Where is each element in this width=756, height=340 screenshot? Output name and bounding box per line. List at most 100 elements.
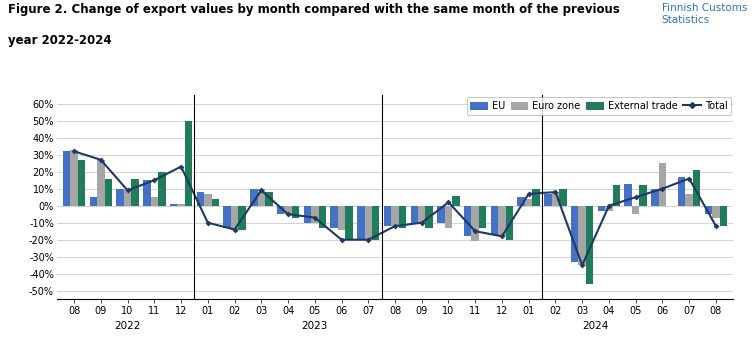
Bar <box>532 189 540 206</box>
Bar <box>678 177 686 206</box>
Bar <box>720 206 727 226</box>
Total <box>417 221 426 225</box>
Bar <box>426 206 433 228</box>
Bar <box>518 197 525 206</box>
Bar <box>712 206 720 218</box>
Total <box>230 227 239 232</box>
Bar <box>63 151 70 206</box>
Bar <box>70 150 78 206</box>
Bar <box>204 194 212 206</box>
Bar <box>223 206 231 228</box>
Total <box>96 158 105 162</box>
Bar <box>338 206 345 230</box>
Bar <box>651 189 658 206</box>
Bar <box>525 199 532 206</box>
Bar <box>311 206 318 223</box>
Bar <box>284 206 292 214</box>
Bar <box>212 199 219 206</box>
Legend: EU, Euro zone, External trade, Total: EU, Euro zone, External trade, Total <box>466 97 731 115</box>
Bar <box>464 206 472 236</box>
Bar <box>686 194 693 206</box>
Line: Total: Total <box>72 149 718 267</box>
Bar <box>578 206 586 265</box>
Bar <box>418 206 426 223</box>
Bar <box>143 180 150 206</box>
Text: year 2022-2024: year 2022-2024 <box>8 34 111 47</box>
Bar <box>372 206 380 240</box>
Text: 2022: 2022 <box>114 321 141 331</box>
Total <box>150 178 159 182</box>
Total <box>551 190 560 194</box>
Total <box>390 224 399 228</box>
Bar <box>250 189 258 206</box>
Bar <box>612 185 620 206</box>
Bar <box>392 206 398 226</box>
Bar <box>116 189 124 206</box>
Total <box>497 234 507 238</box>
Bar <box>586 206 593 284</box>
Bar <box>479 206 486 228</box>
Total <box>284 212 293 216</box>
Bar <box>345 206 353 240</box>
Bar <box>544 194 552 206</box>
Total <box>337 238 346 242</box>
Bar <box>472 206 479 241</box>
Total <box>70 149 79 153</box>
Bar <box>304 206 311 223</box>
Text: 2024: 2024 <box>582 321 609 331</box>
Bar <box>265 192 272 206</box>
Bar <box>124 190 132 206</box>
Bar <box>384 206 392 226</box>
Bar <box>571 206 578 262</box>
Total <box>605 204 614 208</box>
Bar <box>197 192 204 206</box>
Bar <box>292 206 299 218</box>
Bar <box>632 206 640 214</box>
Bar <box>184 121 192 206</box>
Total <box>444 200 453 204</box>
Bar <box>158 172 166 206</box>
Bar <box>498 206 506 236</box>
Text: Finnish Customs
Statistics: Finnish Customs Statistics <box>662 3 747 25</box>
Total <box>364 238 373 242</box>
Bar <box>506 206 513 240</box>
Text: 2023: 2023 <box>302 321 328 331</box>
Bar <box>104 178 112 206</box>
Bar <box>452 195 460 206</box>
Bar <box>624 184 632 206</box>
Total <box>578 263 587 267</box>
Total <box>711 224 720 228</box>
Bar <box>357 206 364 240</box>
Bar <box>150 197 158 206</box>
Total <box>685 176 694 181</box>
Total <box>257 188 266 192</box>
Total <box>310 216 319 220</box>
Bar <box>491 206 498 235</box>
Bar <box>705 206 712 214</box>
Bar <box>238 206 246 230</box>
Bar <box>559 189 567 206</box>
Bar <box>277 206 284 214</box>
Bar <box>231 206 238 230</box>
Bar <box>132 178 139 206</box>
Total <box>471 229 480 233</box>
Bar <box>598 206 606 211</box>
Bar <box>258 189 265 206</box>
Bar <box>178 204 184 206</box>
Bar <box>658 163 666 206</box>
Bar <box>437 206 445 223</box>
Bar <box>606 206 612 211</box>
Bar <box>90 197 97 206</box>
Text: Figure 2. Change of export values by month compared with the same month of the p: Figure 2. Change of export values by mon… <box>8 3 619 16</box>
Bar <box>97 160 104 206</box>
Bar <box>318 206 326 228</box>
Total <box>176 165 185 169</box>
Bar <box>693 170 700 206</box>
Bar <box>364 206 372 240</box>
Bar <box>411 206 418 223</box>
Bar <box>330 206 338 228</box>
Bar <box>170 204 178 206</box>
Bar <box>398 206 406 228</box>
Total <box>203 221 212 225</box>
Bar <box>640 185 647 206</box>
